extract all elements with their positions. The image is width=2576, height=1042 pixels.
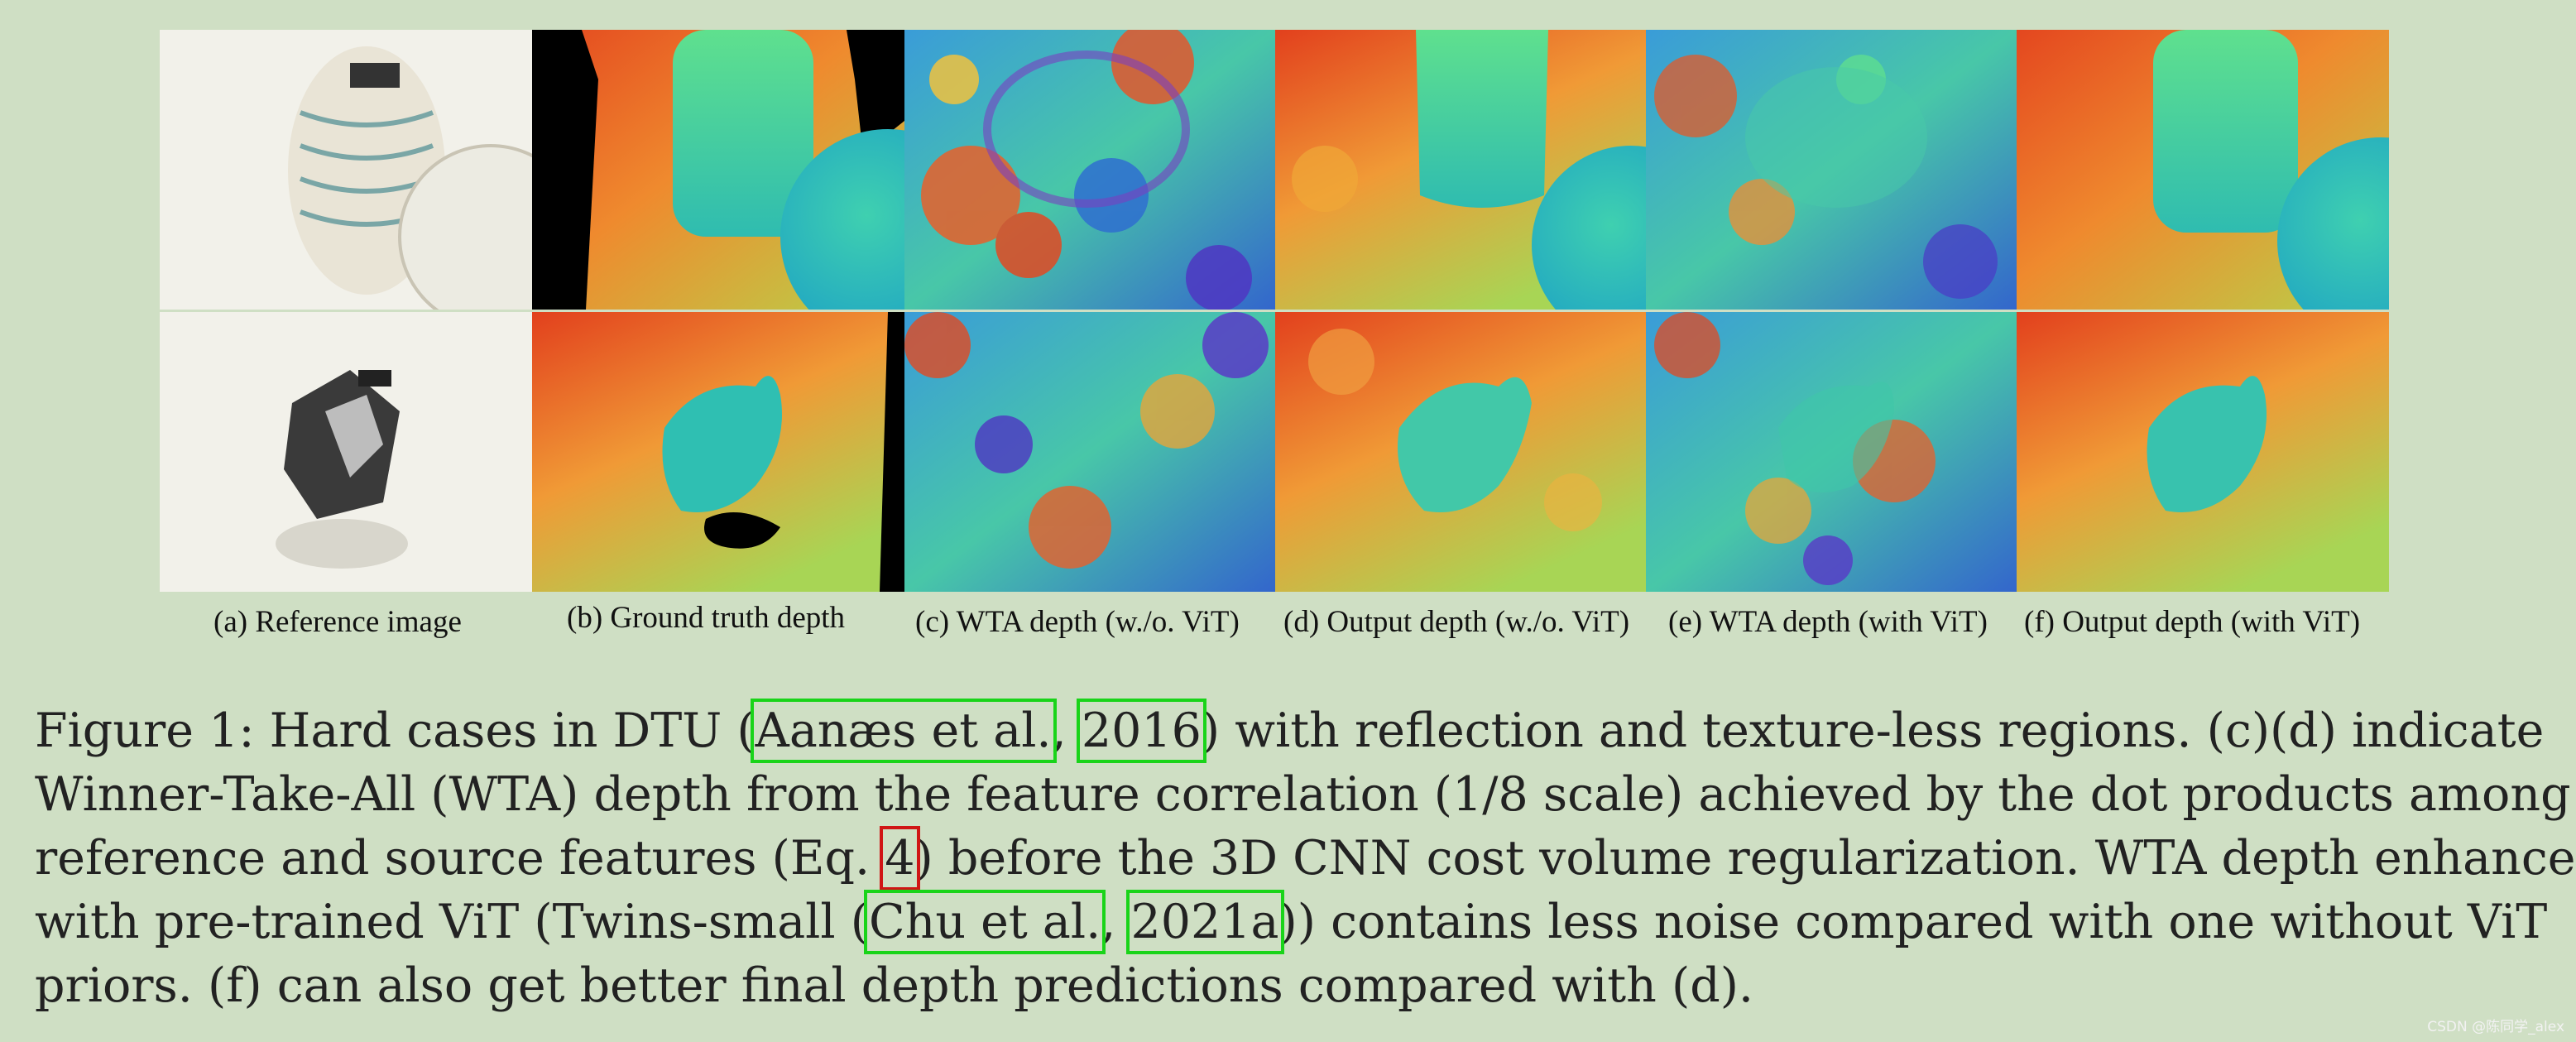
subcaption-d: (d) Output depth (w./o. ViT)	[1283, 605, 1630, 639]
subcaption-c: (c) WTA depth (w./o. ViT)	[915, 605, 1240, 639]
output-depth-cups-without-vit	[1275, 30, 1646, 310]
citation-link-aanaes[interactable]: Aanæs et al.	[750, 699, 1057, 763]
gt-depth-moka-pot	[532, 312, 904, 592]
caption-line-3: reference and source features (Eq. 4) be…	[35, 826, 2576, 891]
ref-image-cups	[160, 30, 532, 310]
subcaption-e: (e) WTA depth (with ViT)	[1668, 605, 1988, 639]
caption-line-2: Winner-Take-All (WTA) depth from the fea…	[35, 767, 2571, 822]
output-depth-cups-with-vit	[2017, 30, 2389, 310]
subcaption-a: (a) Reference image	[213, 605, 462, 639]
caption-line-4: with pre-trained ViT (Twins-small (Chu e…	[35, 890, 2548, 954]
wta-depth-moka-pot-with-vit	[1646, 312, 2017, 592]
subcaption-b: (b) Ground truth depth	[567, 601, 846, 635]
subcaption-f: (f) Output depth (with ViT)	[2024, 605, 2361, 639]
equation-ref-link[interactable]: 4	[880, 826, 920, 891]
citation-link-chu[interactable]: Chu et al.	[863, 890, 1106, 954]
output-depth-moka-pot-with-vit	[2017, 312, 2389, 592]
gt-depth-cups	[532, 30, 904, 310]
caption-line-1: Figure 1: Hard cases in DTU (Aanæs et al…	[35, 699, 2545, 763]
citation-link-2016[interactable]: 2016	[1076, 699, 1206, 763]
citation-link-2021a[interactable]: 2021a	[1125, 890, 1284, 954]
ref-image-moka-pot	[160, 312, 532, 592]
output-depth-moka-pot-without-vit	[1275, 312, 1646, 592]
wta-depth-cups-without-vit	[904, 30, 1275, 310]
wta-depth-cups-with-vit	[1646, 30, 2017, 310]
caption-line-5: priors. (f) can also get better final de…	[35, 958, 1754, 1013]
wta-depth-moka-pot-without-vit	[904, 312, 1275, 592]
watermark: CSDN @陈同学_alex	[2427, 1019, 2564, 1035]
figure-caption: Figure 1: Hard cases in DTU (Aanæs et al…	[35, 699, 2576, 1018]
